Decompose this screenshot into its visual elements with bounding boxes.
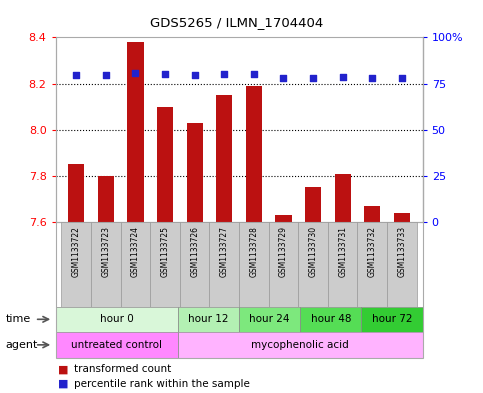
Point bbox=[309, 75, 317, 81]
Text: ■: ■ bbox=[58, 364, 69, 375]
Point bbox=[191, 72, 199, 79]
Text: ■: ■ bbox=[58, 379, 69, 389]
Point bbox=[72, 72, 80, 79]
Bar bbox=[56, 332, 178, 358]
Point bbox=[161, 71, 169, 77]
Bar bbox=[61, 222, 91, 307]
Point bbox=[102, 72, 110, 79]
Bar bbox=[121, 222, 150, 307]
Text: GSM1133723: GSM1133723 bbox=[101, 226, 111, 277]
Bar bbox=[246, 86, 262, 222]
Text: GSM1133725: GSM1133725 bbox=[160, 226, 170, 277]
Bar bbox=[216, 95, 232, 222]
Text: time: time bbox=[6, 314, 31, 324]
Point bbox=[280, 75, 287, 81]
Text: GSM1133724: GSM1133724 bbox=[131, 226, 140, 277]
Text: GSM1133731: GSM1133731 bbox=[338, 226, 347, 277]
Text: hour 12: hour 12 bbox=[188, 314, 229, 324]
Bar bbox=[361, 307, 423, 332]
Bar bbox=[357, 222, 387, 307]
Bar bbox=[91, 222, 121, 307]
Text: GSM1133729: GSM1133729 bbox=[279, 226, 288, 277]
Bar bbox=[128, 42, 143, 222]
Text: hour 48: hour 48 bbox=[311, 314, 351, 324]
Bar bbox=[364, 206, 381, 222]
Bar bbox=[186, 123, 203, 222]
Bar bbox=[387, 222, 417, 307]
Text: agent: agent bbox=[6, 340, 38, 350]
Bar bbox=[328, 222, 357, 307]
Text: transformed count: transformed count bbox=[74, 364, 171, 375]
Bar bbox=[157, 107, 173, 222]
Text: hour 72: hour 72 bbox=[372, 314, 412, 324]
Text: untreated control: untreated control bbox=[71, 340, 162, 350]
Bar bbox=[239, 222, 269, 307]
Point bbox=[220, 71, 228, 77]
Text: GSM1133726: GSM1133726 bbox=[190, 226, 199, 277]
Text: GSM1133730: GSM1133730 bbox=[309, 226, 318, 277]
Text: percentile rank within the sample: percentile rank within the sample bbox=[74, 379, 250, 389]
Text: GSM1133722: GSM1133722 bbox=[72, 226, 81, 277]
Bar bbox=[300, 307, 361, 332]
Point bbox=[339, 73, 347, 80]
Bar bbox=[178, 307, 239, 332]
Bar bbox=[178, 332, 423, 358]
Point bbox=[131, 70, 139, 76]
Text: GDS5265 / ILMN_1704404: GDS5265 / ILMN_1704404 bbox=[150, 16, 323, 29]
Text: hour 24: hour 24 bbox=[249, 314, 290, 324]
Bar bbox=[239, 307, 300, 332]
Bar bbox=[394, 213, 410, 222]
Text: GSM1133733: GSM1133733 bbox=[398, 226, 406, 277]
Point bbox=[369, 75, 376, 81]
Bar bbox=[68, 164, 85, 222]
Text: GSM1133727: GSM1133727 bbox=[220, 226, 229, 277]
Point bbox=[398, 75, 406, 81]
Bar bbox=[275, 215, 292, 222]
Bar bbox=[298, 222, 328, 307]
Text: mycophenolic acid: mycophenolic acid bbox=[251, 340, 349, 350]
Bar bbox=[210, 222, 239, 307]
Text: GSM1133728: GSM1133728 bbox=[249, 226, 258, 277]
Bar bbox=[180, 222, 210, 307]
Point bbox=[250, 71, 258, 77]
Bar bbox=[269, 222, 298, 307]
Bar bbox=[56, 307, 178, 332]
Text: GSM1133732: GSM1133732 bbox=[368, 226, 377, 277]
Text: hour 0: hour 0 bbox=[100, 314, 134, 324]
Bar bbox=[98, 176, 114, 222]
Bar bbox=[335, 174, 351, 222]
Bar bbox=[150, 222, 180, 307]
Bar bbox=[305, 187, 321, 222]
